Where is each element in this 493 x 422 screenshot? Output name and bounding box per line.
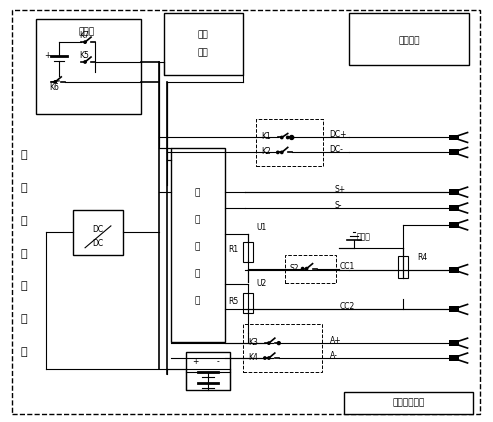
Text: 授: 授: [20, 183, 27, 193]
Text: K3: K3: [248, 338, 258, 346]
Text: R5: R5: [228, 297, 238, 306]
Circle shape: [290, 135, 294, 140]
Circle shape: [305, 268, 308, 270]
Text: DC: DC: [92, 239, 104, 248]
FancyBboxPatch shape: [344, 392, 473, 414]
Text: +: +: [192, 357, 199, 366]
Text: 汽: 汽: [20, 314, 27, 324]
Text: 车: 车: [195, 189, 200, 197]
Text: K1: K1: [261, 132, 271, 141]
Text: 混: 混: [20, 249, 27, 259]
Circle shape: [277, 151, 279, 154]
Circle shape: [301, 268, 304, 270]
Circle shape: [277, 342, 281, 345]
Text: 动: 动: [20, 281, 27, 292]
Text: K2: K2: [261, 147, 271, 156]
Text: CC1: CC1: [339, 262, 354, 271]
Circle shape: [281, 136, 283, 139]
Text: A+: A+: [329, 335, 341, 345]
FancyBboxPatch shape: [164, 14, 243, 75]
Text: R4: R4: [417, 253, 427, 262]
Text: 电池包: 电池包: [78, 28, 94, 37]
Bar: [449, 222, 458, 228]
Circle shape: [268, 342, 270, 344]
Text: +: +: [44, 51, 50, 60]
Text: 辆: 辆: [195, 216, 200, 225]
Bar: [449, 135, 458, 141]
Bar: [449, 205, 458, 211]
Text: -: -: [217, 357, 219, 366]
Text: DC: DC: [92, 225, 104, 234]
Text: 制: 制: [195, 269, 200, 278]
Circle shape: [84, 41, 86, 43]
Circle shape: [264, 357, 266, 359]
Text: R1: R1: [228, 245, 238, 254]
FancyBboxPatch shape: [243, 242, 253, 262]
Bar: [449, 355, 458, 361]
Bar: [449, 340, 458, 346]
Bar: [449, 267, 458, 273]
Circle shape: [268, 357, 270, 359]
Bar: [449, 189, 458, 195]
Text: K4: K4: [248, 352, 258, 362]
FancyBboxPatch shape: [398, 256, 408, 278]
Text: CC2: CC2: [339, 302, 354, 311]
Circle shape: [281, 151, 283, 154]
Circle shape: [84, 61, 86, 63]
Text: K7: K7: [79, 31, 89, 40]
FancyBboxPatch shape: [350, 14, 468, 65]
Circle shape: [54, 81, 57, 83]
Text: 车辆插座: 车辆插座: [398, 37, 420, 46]
Text: 车: 车: [20, 347, 27, 357]
Text: 控: 控: [195, 242, 200, 251]
Circle shape: [286, 136, 289, 139]
Bar: [449, 306, 458, 312]
Text: DC-: DC-: [329, 145, 343, 154]
FancyBboxPatch shape: [171, 149, 225, 342]
Text: K5: K5: [79, 51, 89, 60]
Text: S-: S-: [334, 200, 342, 210]
Text: 发电: 发电: [198, 31, 209, 40]
Text: 电: 电: [20, 216, 27, 226]
FancyBboxPatch shape: [36, 19, 141, 114]
Text: A-: A-: [329, 351, 337, 360]
FancyBboxPatch shape: [186, 352, 230, 390]
Text: S2: S2: [290, 264, 299, 273]
Text: U1: U1: [256, 223, 266, 233]
Text: 装置: 装置: [198, 49, 209, 57]
FancyBboxPatch shape: [243, 293, 253, 313]
Text: K6: K6: [49, 83, 59, 92]
FancyBboxPatch shape: [73, 210, 123, 255]
Text: 电子锁止装置: 电子锁止装置: [393, 398, 425, 407]
Text: 车身地: 车身地: [356, 233, 370, 241]
Text: U2: U2: [256, 279, 266, 288]
Text: S+: S+: [334, 185, 346, 194]
Text: DC+: DC+: [329, 130, 347, 139]
Text: 充: 充: [20, 150, 27, 160]
Bar: [449, 149, 458, 155]
Text: 器: 器: [195, 296, 200, 305]
